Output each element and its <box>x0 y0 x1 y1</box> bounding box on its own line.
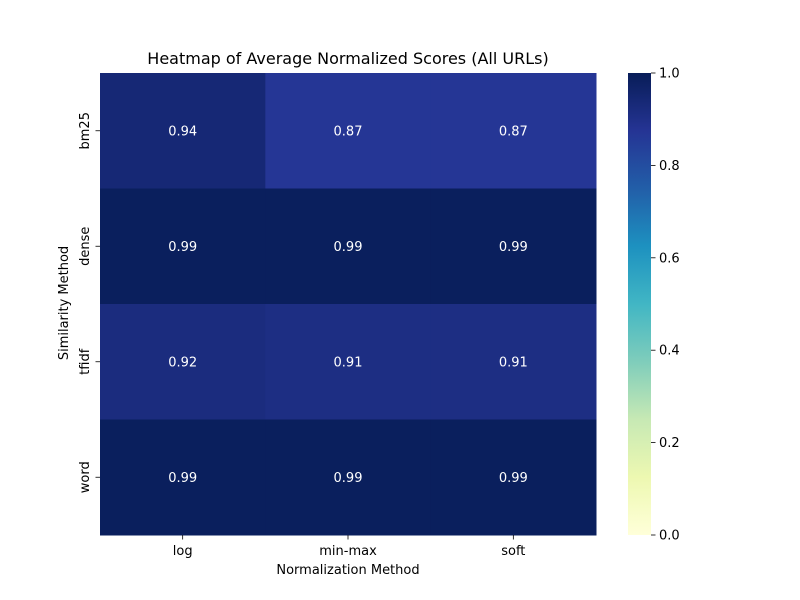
cell-value-label: 0.99 <box>499 471 528 486</box>
cell-value-label: 0.99 <box>334 240 363 255</box>
cell-value-label: 0.99 <box>334 471 363 486</box>
cell-value-label: 0.92 <box>168 355 197 370</box>
heatmap-cell-word-soft <box>430 419 597 536</box>
cell-value-label: 0.87 <box>334 124 363 139</box>
cell-value-label: 0.99 <box>168 471 197 486</box>
cell-value-label: 0.99 <box>499 240 528 255</box>
heatmap-cells <box>100 73 597 536</box>
heatmap-cell-tfidf-soft <box>430 304 597 420</box>
colorbar-tick-label: 0.6 <box>659 251 680 266</box>
colorbar-tick-label: 0.8 <box>659 159 680 174</box>
heatmap-cell-word-log <box>100 419 266 536</box>
heatmap-cell-word-min-max <box>265 419 432 536</box>
heatmap-cell-bm25-soft <box>430 73 597 189</box>
y-axis-ticks: bm25 dense tfidf word <box>78 112 100 493</box>
y-axis-label: Similarity Method <box>57 246 72 360</box>
colorbar <box>628 73 651 535</box>
heatmap-cell-dense-log <box>100 188 266 305</box>
chart-title: Heatmap of Average Normalized Scores (Al… <box>147 49 548 68</box>
cell-value-label: 0.87 <box>499 124 528 139</box>
x-tick-label: log <box>173 544 193 559</box>
colorbar-tick-label: 0.4 <box>659 344 680 359</box>
heatmap-cell-bm25-min-max <box>265 73 432 189</box>
y-tick-label: word <box>78 461 93 493</box>
cell-value-label: 0.99 <box>168 240 197 255</box>
x-axis-label: Normalization Method <box>276 563 419 578</box>
y-tick-label: dense <box>78 227 93 266</box>
y-tick-label: bm25 <box>78 112 93 149</box>
x-tick-label: soft <box>501 544 525 559</box>
heatmap-cell-tfidf-min-max <box>265 304 432 420</box>
cell-value-label: 0.91 <box>499 355 528 370</box>
cell-value-label: 0.94 <box>168 124 197 139</box>
heatmap-cell-tfidf-log <box>100 304 266 420</box>
colorbar-ticks: 0.0 0.2 0.4 0.6 0.8 1.0 <box>651 67 680 544</box>
colorbar-tick-label: 1.0 <box>659 67 680 82</box>
colorbar-tick-label: 0.2 <box>659 436 680 451</box>
x-tick-label: min-max <box>319 544 377 559</box>
x-axis-ticks: log min-max soft <box>173 535 525 559</box>
heatmap-cell-dense-soft <box>430 188 597 305</box>
heatmap-cell-dense-min-max <box>265 188 432 305</box>
cell-value-label: 0.91 <box>334 355 363 370</box>
y-tick-label: tfidf <box>78 348 93 375</box>
heatmap-cell-bm25-log <box>100 73 266 189</box>
cell-annotations: 0.94 0.87 0.87 0.99 0.99 0.99 0.92 0.91 0.91 0.99… <box>168 124 528 486</box>
colorbar-tick-label: 0.0 <box>659 529 680 544</box>
